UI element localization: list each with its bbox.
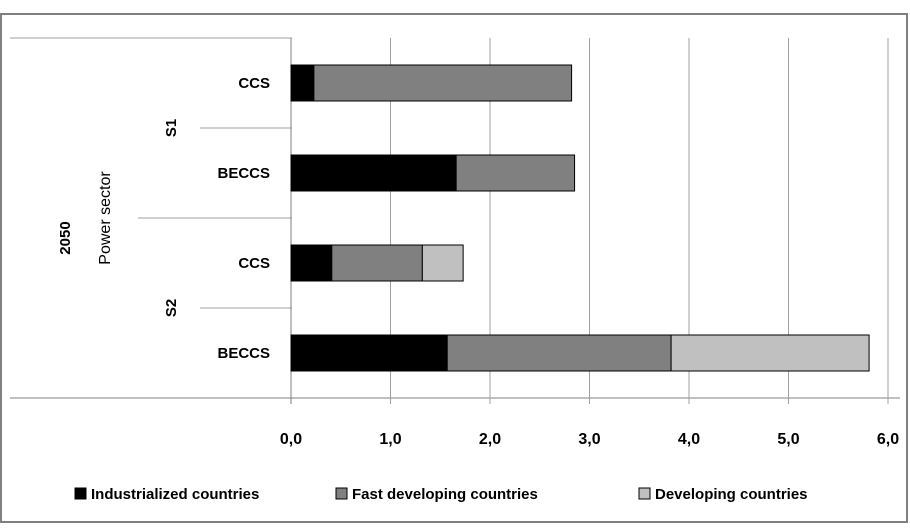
group-label-s1: S1	[163, 119, 180, 137]
group-label-s2: S2	[163, 299, 180, 317]
legend-swatch	[335, 487, 348, 500]
legend-label: Fast developing countries	[352, 486, 538, 503]
legend-swatch	[74, 487, 87, 500]
bar-segment	[290, 244, 333, 282]
bar-segment	[421, 244, 464, 282]
legend-label: Developing countries	[655, 486, 808, 503]
x-tick-label: 6,0	[877, 431, 899, 448]
x-tick-label: 5,0	[777, 431, 799, 448]
legend-label: Industrialized countries	[91, 486, 259, 503]
bar-segment	[290, 334, 448, 372]
category-label: CCS	[238, 255, 270, 272]
category-label: CCS	[238, 75, 270, 92]
category-label: BECCS	[217, 165, 270, 182]
legend-swatch	[638, 487, 651, 500]
x-tick-label: 3,0	[578, 431, 600, 448]
bar-segment	[313, 64, 573, 102]
outer-label-sector: Power sector	[97, 171, 114, 265]
bar-segment	[446, 334, 672, 372]
bar-segment	[455, 154, 576, 192]
x-tick-label: 1,0	[379, 431, 401, 448]
bars	[290, 64, 870, 372]
category-labels: CCS BECCS CCS BECCS	[217, 75, 270, 362]
x-tick-label: 0,0	[280, 431, 302, 448]
bar-segment	[670, 334, 870, 372]
bar-segment	[290, 154, 457, 192]
bar-segment	[290, 64, 315, 102]
x-tick-labels: 0,0 1,0 2,0 3,0 4,0 5,0 6,0	[280, 431, 899, 448]
category-label: BECCS	[217, 345, 270, 362]
x-tick-label: 4,0	[678, 431, 700, 448]
bar-segment	[331, 244, 423, 282]
x-tick-label: 2,0	[479, 431, 501, 448]
outer-label-year: 2050	[57, 221, 74, 254]
legend: Industrialized countries Fast developing …	[74, 486, 808, 503]
